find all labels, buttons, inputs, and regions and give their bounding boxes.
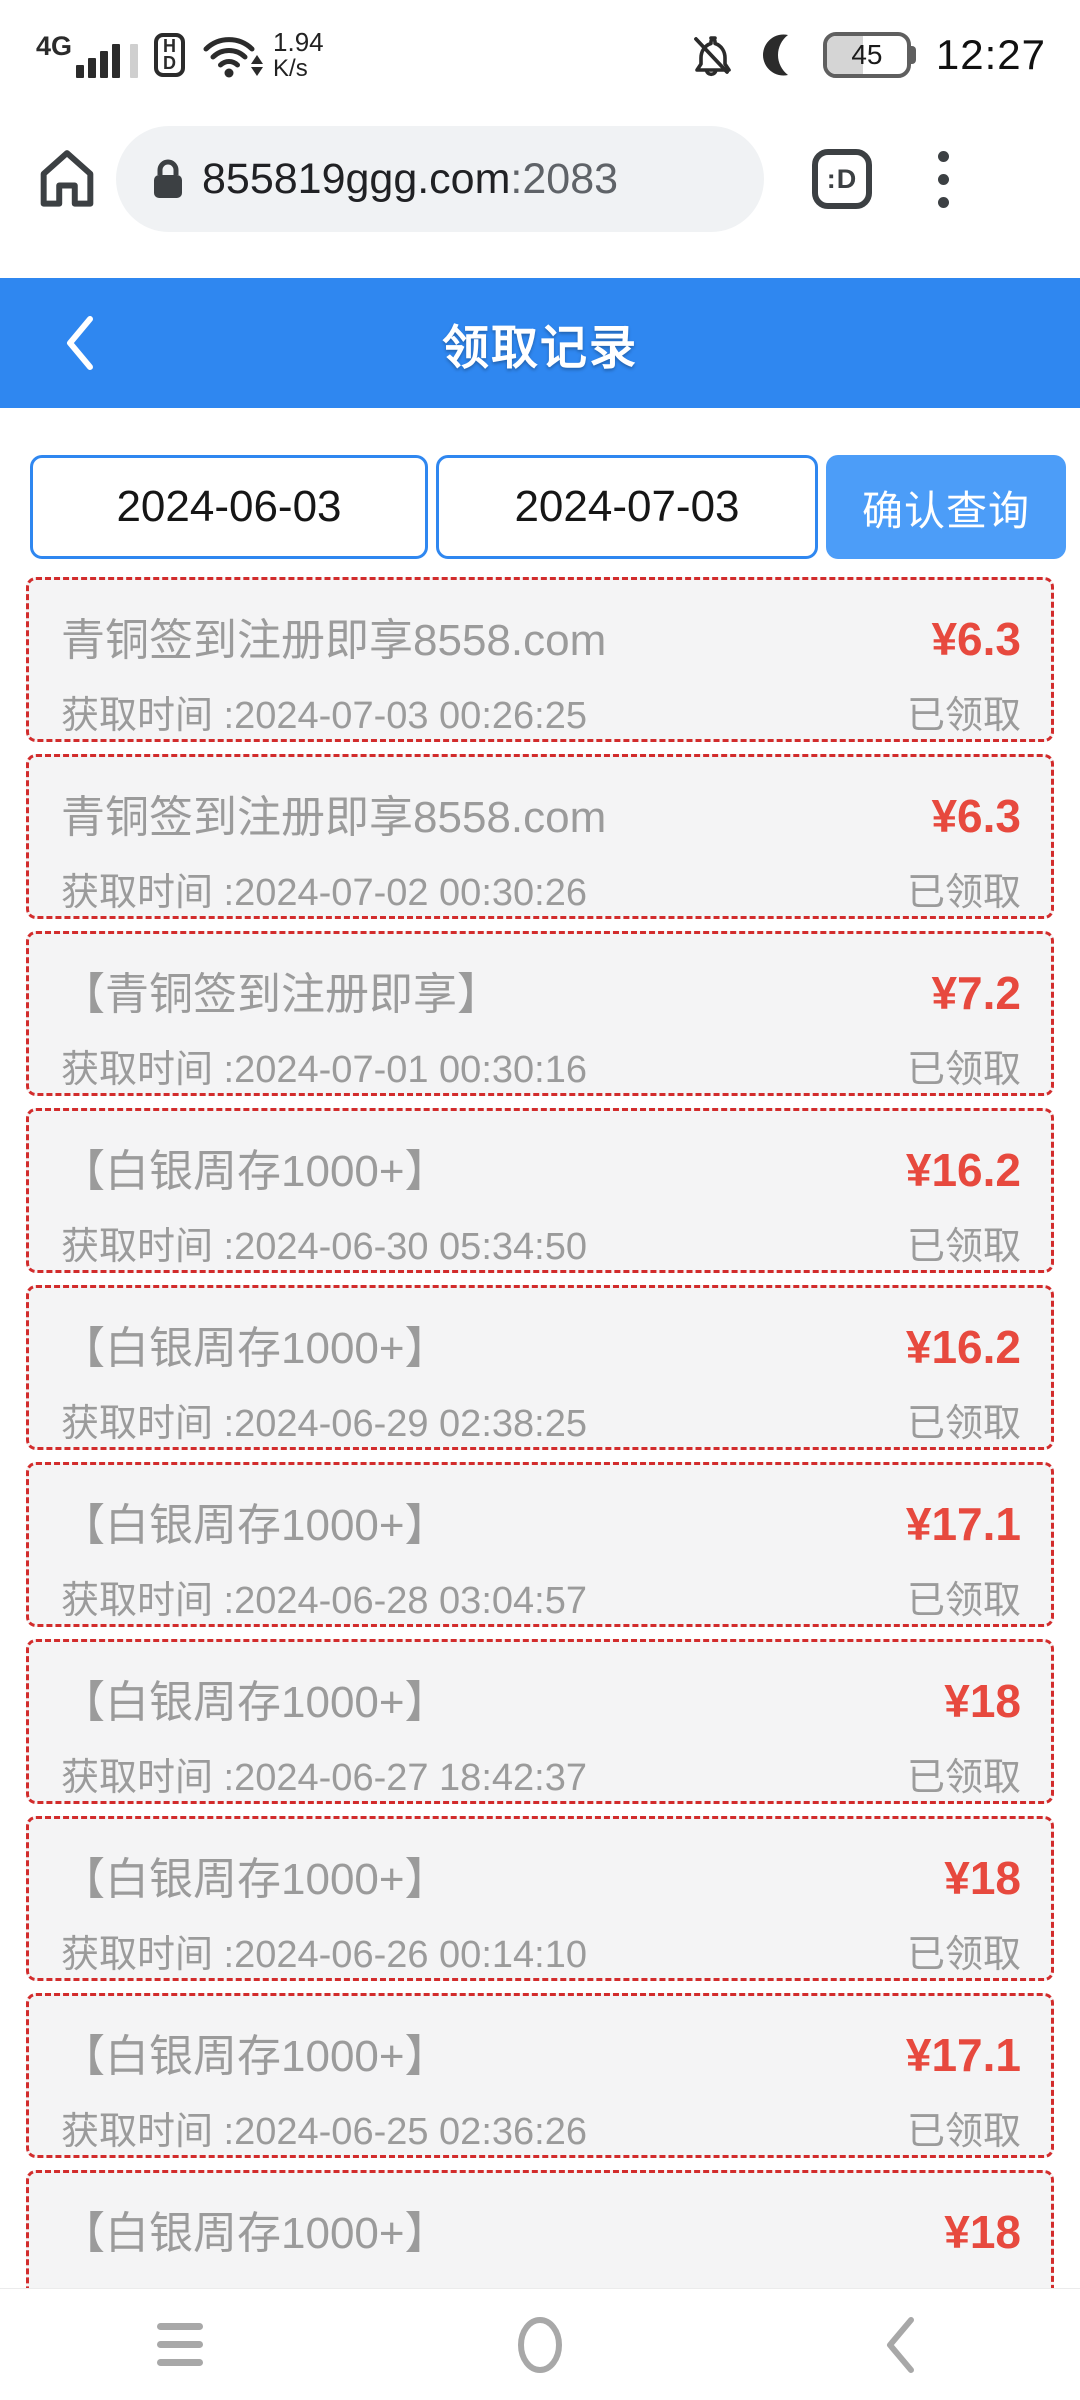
status-bar: 4G H D 1.94 (0, 0, 1080, 100)
recents-button[interactable] (0, 2289, 360, 2400)
signal-bars-icon (76, 44, 139, 79)
confirm-query-button[interactable]: 确认查询 (826, 455, 1066, 559)
record-card: 【青铜签到注册即享】 ¥7.2 获取时间 :2024-07-01 00:30:1… (26, 931, 1054, 1096)
record-title: 【白银周存1000+】 (61, 1855, 449, 1904)
url-host: 855819ggg.com (202, 154, 511, 203)
record-title: 【白银周存1000+】 (61, 1501, 449, 1550)
record-time: 获取时间 :2024-06-28 03:04:57 (61, 1580, 587, 1622)
record-list: 青铜签到注册即享8558.com ¥6.3 获取时间 :2024-07-03 0… (0, 559, 1080, 2335)
home-icon (40, 150, 94, 207)
record-time: 获取时间 :2024-07-02 00:30:26 (61, 872, 587, 914)
wifi-icon (203, 32, 264, 78)
record-card: 【白银周存1000+】 ¥18 获取时间 :2024-06-26 00:14:1… (26, 1816, 1054, 1981)
record-card: 青铜签到注册即享8558.com ¥6.3 获取时间 :2024-07-02 0… (26, 754, 1054, 919)
record-amount: ¥6.3 (931, 613, 1021, 665)
record-title: 【白银周存1000+】 (61, 2209, 449, 2258)
record-title: 【青铜签到注册即享】 (61, 970, 501, 1019)
record-status-badge: 已领取 (906, 872, 1021, 914)
record-status-badge: 已领取 (906, 2111, 1021, 2153)
battery-icon: 45 (822, 32, 916, 78)
end-date-input[interactable]: 2024-07-03 (436, 455, 818, 559)
browser-toolbar: 855819ggg.com:2083 :D (0, 100, 1080, 258)
record-status-badge: 已领取 (906, 1226, 1021, 1268)
record-card: 【白银周存1000+】 ¥18 获取时间 :2024-06-24 02:20:0… (26, 2170, 1054, 2335)
record-amount: ¥18 (944, 1852, 1021, 1904)
back-button[interactable] (58, 278, 102, 408)
recents-icon (157, 2323, 203, 2366)
back-nav-button[interactable] (720, 2289, 1080, 2400)
date-filter-row: 2024-06-03 2024-07-03 确认查询 (0, 455, 1080, 559)
record-card: 【白银周存1000+】 ¥17.1 获取时间 :2024-06-28 03:04… (26, 1462, 1054, 1627)
record-amount: ¥18 (944, 2206, 1021, 2258)
status-right-group: 45 12:27 (687, 31, 1046, 79)
record-status-badge: 已领取 (906, 695, 1021, 737)
record-title: 【白银周存1000+】 (61, 1678, 449, 1727)
record-amount: ¥16.2 (905, 1321, 1021, 1373)
home-circle-icon (518, 2316, 562, 2373)
record-amount: ¥18 (944, 1675, 1021, 1727)
record-card: 青铜签到注册即享8558.com ¥6.3 获取时间 :2024-07-03 0… (26, 577, 1054, 742)
tab-count-badge: :D (826, 163, 858, 194)
battery-percent: 45 (851, 39, 883, 70)
record-amount: ¥6.3 (931, 790, 1021, 842)
page-header: 领取记录 (0, 278, 1080, 408)
record-title: 【白银周存1000+】 (61, 2032, 449, 2081)
system-nav-bar (0, 2288, 1080, 2400)
record-status-badge: 已领取 (906, 1049, 1021, 1091)
record-card: 【白银周存1000+】 ¥16.2 获取时间 :2024-06-30 05:34… (26, 1108, 1054, 1273)
cell-signal-icon: 4G (36, 31, 139, 79)
home-nav-button[interactable] (360, 2289, 720, 2400)
record-card: 【白银周存1000+】 ¥17.1 获取时间 :2024-06-25 02:36… (26, 1993, 1054, 2158)
record-amount: ¥17.1 (905, 1498, 1021, 1550)
start-date-input[interactable]: 2024-06-03 (30, 455, 428, 559)
night-mode-moon-icon (762, 34, 788, 76)
back-chevron-icon (67, 316, 93, 370)
record-card: 【白银周存1000+】 ¥16.2 获取时间 :2024-06-29 02:38… (26, 1285, 1054, 1450)
hd-volte-icon: H D (154, 32, 186, 78)
battery-fill (826, 36, 863, 74)
data-transfer-arrows-icon (251, 54, 264, 76)
record-time: 获取时间 :2024-06-29 02:38:25 (61, 1403, 587, 1445)
network-type-label: 4G (36, 31, 73, 62)
record-amount: ¥16.2 (905, 1144, 1021, 1196)
clock: 12:27 (935, 31, 1046, 78)
record-time: 获取时间 :2024-07-01 00:30:16 (61, 1049, 587, 1091)
record-time: 获取时间 :2024-07-03 00:26:25 (61, 695, 587, 737)
notifications-muted-icon (693, 36, 731, 77)
lock-icon (154, 159, 182, 198)
status-left-group: 4G H D 1.94 (36, 26, 324, 83)
address-bar[interactable]: 855819ggg.com:2083 (116, 126, 764, 232)
record-status-badge: 已领取 (906, 1757, 1021, 1799)
record-amount: ¥17.1 (905, 2029, 1021, 2081)
record-title: 【白银周存1000+】 (61, 1147, 449, 1196)
record-time: 获取时间 :2024-06-30 05:34:50 (61, 1226, 587, 1268)
browser-menu-button[interactable] (938, 150, 949, 208)
record-title: 青铜签到注册即享8558.com (61, 616, 607, 665)
back-nav-chevron-icon (887, 2316, 914, 2373)
url-port: :2083 (510, 154, 619, 203)
record-card: 【白银周存1000+】 ¥18 获取时间 :2024-06-27 18:42:3… (26, 1639, 1054, 1804)
record-time: 获取时间 :2024-06-27 18:42:37 (61, 1757, 587, 1799)
record-status-badge: 已领取 (906, 1580, 1021, 1622)
network-speed: 1.94 K/s (273, 26, 324, 83)
page-title: 领取记录 (442, 320, 638, 374)
home-button[interactable] (30, 144, 104, 214)
record-status-badge: 已领取 (906, 1403, 1021, 1445)
record-time: 获取时间 :2024-06-25 02:36:26 (61, 2111, 587, 2153)
record-status-badge: 已领取 (906, 1934, 1021, 1976)
record-time: 获取时间 :2024-06-26 00:14:10 (61, 1934, 587, 1976)
record-title: 青铜签到注册即享8558.com (61, 793, 607, 842)
record-title: 【白银周存1000+】 (61, 1324, 449, 1373)
tab-switcher-button[interactable]: :D (812, 149, 872, 209)
record-amount: ¥7.2 (931, 967, 1021, 1019)
sim2-signal-icon (130, 44, 139, 79)
